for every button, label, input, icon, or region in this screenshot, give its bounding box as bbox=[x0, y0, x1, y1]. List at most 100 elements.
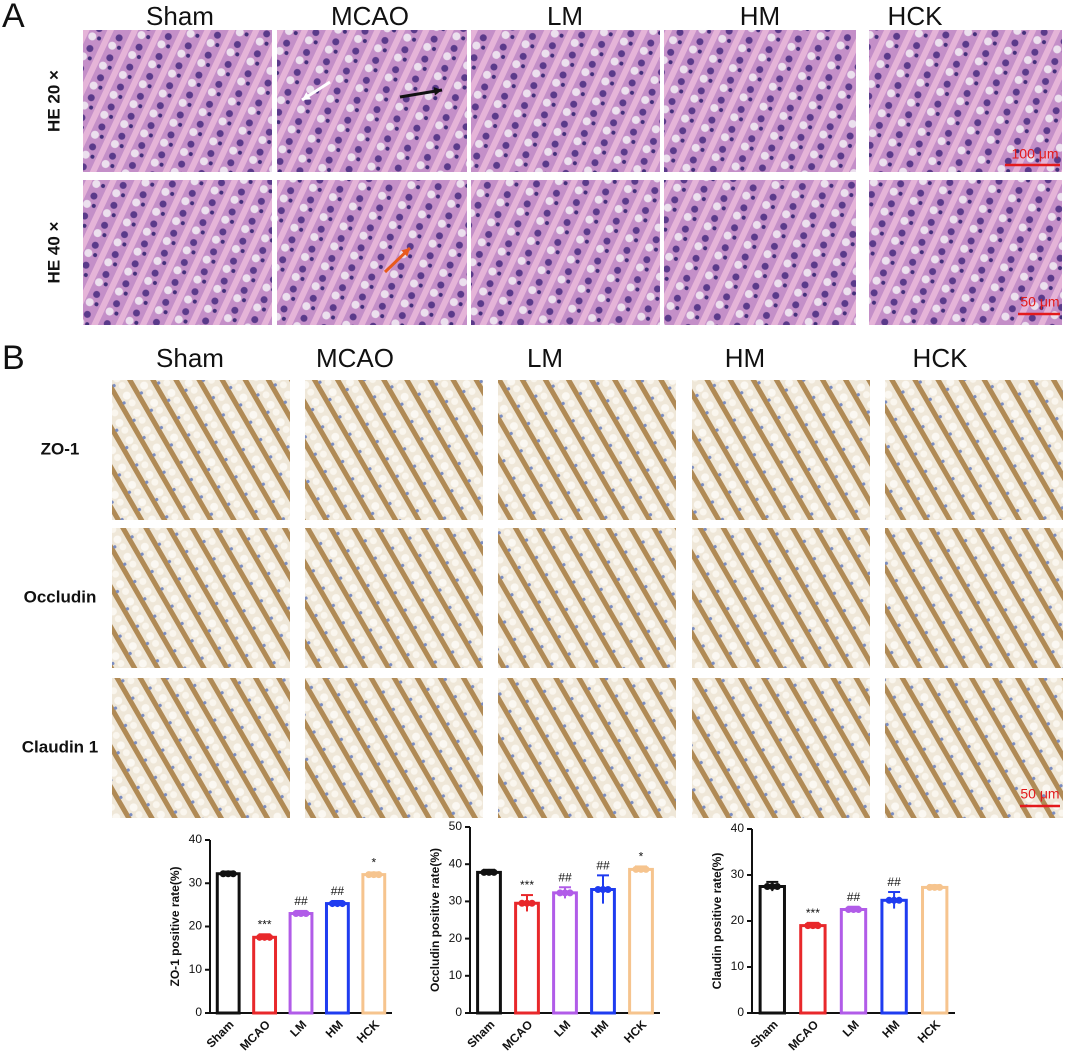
x-tick-label: HM bbox=[588, 1017, 611, 1040]
arrow-head bbox=[433, 87, 442, 96]
y-tick-label: 20 bbox=[449, 931, 463, 945]
y-tick-label: 40 bbox=[189, 832, 203, 846]
y-tick-label: 20 bbox=[189, 919, 203, 933]
arrow-head bbox=[401, 248, 410, 257]
significance-label: ## bbox=[558, 870, 572, 884]
ihc-image bbox=[692, 678, 870, 818]
x-tick-label: LM bbox=[551, 1017, 573, 1039]
panel-label: A bbox=[2, 0, 25, 35]
bar bbox=[288, 912, 314, 1015]
ihc-image bbox=[112, 678, 290, 818]
y-axis-label: ZO-1 positive rate(%) bbox=[168, 866, 182, 986]
histology-image bbox=[869, 30, 1062, 172]
bar-top-dot bbox=[490, 868, 498, 876]
significance-label: ## bbox=[294, 894, 308, 908]
scale-label: 100 μm bbox=[1012, 146, 1059, 162]
bar-top-dot bbox=[338, 900, 346, 908]
bar-top-dot bbox=[773, 883, 781, 890]
bar bbox=[476, 870, 502, 1015]
bar-top-dot bbox=[855, 906, 862, 913]
bar-top-dot bbox=[809, 922, 817, 930]
histology-image bbox=[664, 180, 856, 325]
y-tick-label: 30 bbox=[731, 867, 745, 881]
x-tick-label: Sham bbox=[464, 1017, 497, 1050]
ihc-image bbox=[885, 528, 1063, 668]
ihc-image bbox=[305, 528, 483, 668]
ihc-image bbox=[692, 380, 870, 520]
bar-top-dot bbox=[292, 910, 300, 918]
row-label: HE 20 × bbox=[44, 70, 63, 132]
significance-label: *** bbox=[806, 906, 820, 920]
bar-top-dot bbox=[926, 883, 934, 891]
y-tick-label: 10 bbox=[731, 959, 745, 973]
histology-image bbox=[471, 180, 660, 325]
scale-label: 50 μm bbox=[1020, 786, 1059, 802]
bar bbox=[215, 872, 241, 1015]
bar-top-dot bbox=[302, 910, 310, 918]
ihc-image bbox=[112, 380, 290, 520]
x-tick-label: MCAO bbox=[785, 1017, 821, 1053]
bar bbox=[324, 902, 350, 1015]
x-tick-label: MCAO bbox=[500, 1017, 536, 1053]
bar bbox=[839, 908, 868, 1015]
x-tick-label: HCK bbox=[621, 1017, 650, 1046]
x-tick-label: MCAO bbox=[237, 1017, 273, 1053]
x-tick-label: Sham bbox=[748, 1017, 781, 1050]
bar bbox=[628, 867, 654, 1015]
bar-top-dot bbox=[604, 885, 612, 893]
y-tick-label: 30 bbox=[189, 875, 203, 889]
x-tick-label: HCK bbox=[354, 1017, 383, 1046]
y-tick-label: 30 bbox=[449, 894, 463, 908]
bar bbox=[252, 935, 278, 1015]
column-header: HCK bbox=[913, 343, 969, 373]
bar-top-dot bbox=[365, 871, 373, 879]
ihc-image bbox=[692, 528, 870, 668]
bar-top-dot bbox=[804, 922, 812, 930]
row-label: Occludin bbox=[24, 587, 97, 606]
bar bbox=[514, 901, 540, 1015]
column-header: Sham bbox=[156, 343, 224, 373]
ihc-image bbox=[498, 528, 676, 668]
y-axis-label: Occludin positive rate(%) bbox=[428, 848, 442, 992]
ihc-image bbox=[498, 678, 676, 818]
significance-label: ## bbox=[331, 884, 345, 898]
histology-image bbox=[664, 30, 856, 172]
x-tick-label: Sham bbox=[204, 1017, 237, 1050]
bar-top-dot bbox=[297, 910, 305, 918]
bar-top-dot bbox=[885, 896, 893, 904]
y-tick-label: 20 bbox=[731, 913, 745, 927]
bar bbox=[799, 924, 827, 1015]
ihc-image bbox=[112, 528, 290, 668]
bar-top-dot bbox=[561, 889, 569, 897]
column-header: HM bbox=[725, 343, 765, 373]
y-tick-label: 0 bbox=[737, 1005, 744, 1019]
column-header: Sham bbox=[146, 1, 214, 31]
significance-label: ## bbox=[887, 875, 901, 889]
significance-label: *** bbox=[520, 878, 534, 892]
x-tick-label: HM bbox=[323, 1017, 346, 1040]
histology-image bbox=[277, 180, 467, 325]
histology-image bbox=[83, 180, 272, 325]
histology-image bbox=[83, 30, 272, 172]
bar-top-dot bbox=[328, 900, 336, 908]
bar-top-dot bbox=[370, 871, 378, 879]
column-header: MCAO bbox=[316, 343, 394, 373]
ihc-image bbox=[498, 380, 676, 520]
bar-top-dot bbox=[814, 922, 822, 930]
y-tick-label: 0 bbox=[195, 1005, 202, 1019]
x-tick-label: HM bbox=[879, 1017, 902, 1040]
bar bbox=[921, 885, 949, 1015]
y-axis-label: Claudin positive rate(%) bbox=[710, 853, 724, 990]
x-tick-label: LM bbox=[840, 1017, 862, 1039]
bar bbox=[758, 885, 786, 1015]
bar-top-dot bbox=[556, 889, 564, 897]
bar-top-dot bbox=[333, 900, 341, 908]
histology-image bbox=[869, 180, 1062, 325]
bar-top-dot bbox=[266, 933, 274, 941]
bar-top-dot bbox=[637, 865, 645, 873]
y-tick-label: 40 bbox=[449, 856, 463, 870]
bar bbox=[590, 887, 616, 1015]
ihc-image bbox=[885, 380, 1063, 520]
bar-top-dot bbox=[895, 896, 903, 904]
y-tick-label: 50 bbox=[449, 819, 463, 833]
